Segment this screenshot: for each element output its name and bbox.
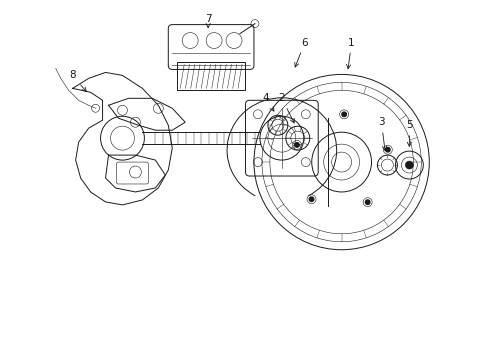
Text: 8: 8 [69, 71, 86, 91]
Text: 7: 7 [204, 14, 211, 28]
Circle shape [308, 197, 313, 202]
Bar [177, 62, 244, 90]
Circle shape [294, 143, 299, 147]
Text: 1: 1 [346, 37, 354, 69]
Circle shape [365, 200, 369, 204]
Circle shape [405, 161, 412, 169]
Circle shape [385, 148, 389, 152]
Text: 5: 5 [405, 120, 412, 147]
Text: 4: 4 [262, 93, 273, 111]
Text: 3: 3 [377, 117, 386, 150]
Circle shape [341, 112, 346, 117]
Text: 2: 2 [278, 93, 294, 123]
Text: 6: 6 [294, 37, 307, 67]
